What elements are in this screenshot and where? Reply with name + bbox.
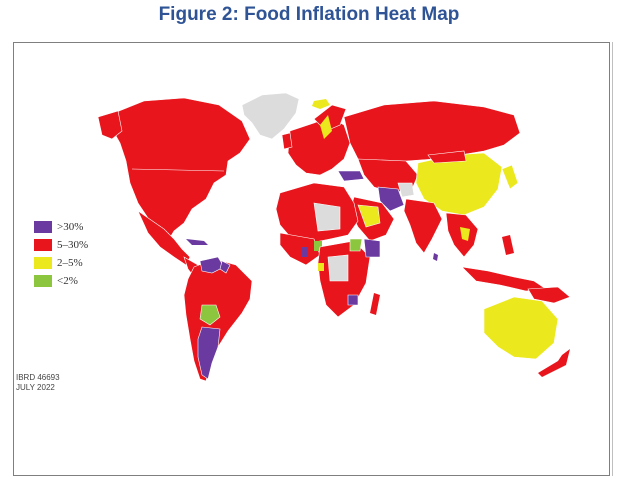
south-sudan-green — [349, 238, 363, 252]
sri-lanka — [433, 253, 438, 261]
venezuela — [199, 256, 225, 274]
turkey — [337, 170, 365, 182]
legend-label: >30% — [57, 221, 84, 233]
uk — [281, 132, 293, 150]
alaska — [97, 110, 123, 140]
page-edge-line — [612, 42, 613, 476]
argentina — [197, 326, 221, 380]
legend-item-5-30: 5–30% — [34, 237, 88, 253]
east-africa-yellow — [318, 263, 324, 271]
afghanistan — [397, 182, 415, 198]
canada-us-border — [131, 168, 225, 172]
legend-label: <2% — [57, 275, 78, 287]
legend: >30% 5–30% 2–5% <2% — [34, 219, 88, 291]
china — [415, 152, 503, 216]
thailand — [460, 227, 470, 241]
legend-item-2-5: 2–5% — [34, 255, 88, 271]
legend-swatch — [34, 257, 52, 269]
cuba — [186, 239, 208, 245]
map-reference-stamp: IBRD 46693 JULY 2022 — [16, 373, 60, 393]
legend-item-under-2: <2% — [34, 273, 88, 289]
ghana — [302, 247, 308, 257]
philippines — [502, 235, 514, 255]
bolivia — [199, 304, 221, 326]
sahara-no-data — [313, 202, 341, 232]
figure-title: Figure 2: Food Inflation Heat Map — [158, 4, 460, 25]
new-zealand — [538, 349, 570, 377]
madagascar — [370, 293, 380, 315]
greenland — [241, 92, 300, 140]
stamp-date: JULY 2022 — [16, 383, 55, 392]
mongolia — [427, 150, 467, 164]
australia — [483, 296, 559, 360]
ethiopia — [363, 238, 381, 258]
legend-item-over-30: >30% — [34, 219, 88, 235]
europe — [287, 116, 351, 176]
legend-label: 5–30% — [57, 239, 89, 251]
legend-swatch — [34, 239, 52, 251]
iran — [377, 186, 405, 212]
russia — [343, 100, 521, 164]
stamp-id: IBRD 46693 — [16, 373, 60, 382]
india — [403, 198, 443, 254]
sweden-norway-yellow — [320, 115, 332, 139]
iceland — [312, 99, 330, 109]
legend-swatch — [34, 275, 52, 287]
indonesia — [461, 266, 547, 292]
zimbabwe — [347, 294, 359, 306]
papua — [527, 286, 571, 304]
korea-japan — [501, 164, 519, 190]
legend-label: 2–5% — [57, 257, 83, 269]
north-america — [111, 97, 251, 242]
map-frame: >30% 5–30% 2–5% <2% IBRD 46693 JULY 2022 — [13, 42, 610, 476]
guyana-suriname — [219, 260, 231, 274]
south-america — [183, 258, 253, 382]
saudi-arabia — [357, 204, 381, 228]
world-map — [97, 92, 571, 382]
west-africa — [279, 232, 321, 266]
legend-swatch — [34, 221, 52, 233]
drc-no-data — [327, 254, 349, 282]
